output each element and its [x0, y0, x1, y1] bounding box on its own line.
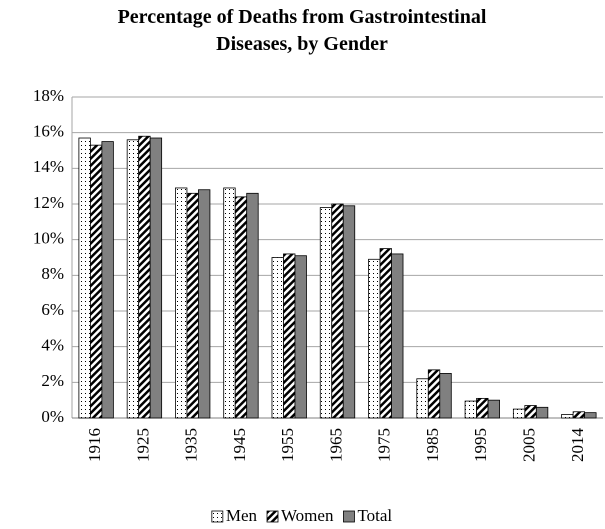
- bar: [524, 405, 537, 419]
- bar: [487, 399, 500, 419]
- x-tick-label: 1935: [182, 428, 201, 462]
- bar: [78, 137, 91, 419]
- bar: [198, 189, 211, 419]
- legend-swatch: [343, 510, 355, 523]
- bar: [149, 137, 163, 419]
- y-tick-label: 4%: [41, 336, 64, 355]
- bar: [572, 411, 586, 419]
- y-tick-label: 16%: [33, 122, 64, 141]
- legend-label: Total: [357, 506, 392, 525]
- x-tick-label: 2005: [519, 428, 538, 462]
- x-tick-label: 1945: [230, 428, 249, 462]
- y-tick-label: 14%: [33, 157, 64, 176]
- y-tick-label: 6%: [41, 300, 64, 319]
- bar: [234, 196, 248, 419]
- bar: [427, 369, 441, 419]
- y-tick-label: 12%: [33, 193, 64, 212]
- bar: [138, 135, 151, 419]
- bar: [246, 192, 259, 419]
- bar: [368, 258, 381, 419]
- bar: [391, 253, 404, 419]
- bar: [101, 141, 114, 419]
- bar: [331, 203, 344, 419]
- bar: [89, 144, 103, 419]
- bar: [535, 406, 549, 419]
- y-tick-label: 2%: [41, 371, 64, 390]
- y-tick-label: 18%: [33, 86, 64, 105]
- x-tick-label: 1916: [85, 428, 104, 462]
- legend-swatch: [211, 510, 224, 523]
- bar: [561, 414, 574, 419]
- bar: [342, 205, 356, 419]
- bar: [126, 139, 140, 419]
- legend-swatch: [266, 510, 279, 523]
- bar: [584, 412, 597, 419]
- bar: [186, 192, 199, 419]
- bar: [319, 207, 333, 419]
- x-tick-label: 1955: [278, 428, 297, 462]
- bar: [439, 373, 452, 419]
- bar: [223, 187, 236, 419]
- x-tick-label: 1985: [423, 428, 442, 462]
- x-tick-label: 2014: [568, 428, 587, 463]
- bar: [379, 248, 392, 419]
- x-tick-label: 1925: [133, 428, 152, 462]
- y-tick-label: 8%: [41, 264, 64, 283]
- bar: [476, 397, 489, 419]
- y-tick-label: 0%: [41, 407, 64, 426]
- bar: [271, 257, 284, 419]
- legend-label: Women: [281, 506, 334, 525]
- bar: [175, 187, 188, 419]
- bar: [464, 400, 477, 419]
- legend-label: Men: [226, 506, 258, 525]
- chart-title: Percentage of Deaths from Gastrointestin…: [117, 6, 487, 55]
- bar: [512, 408, 526, 419]
- bar: [416, 378, 429, 419]
- x-tick-label: 1995: [471, 428, 490, 462]
- x-tick-label: 1965: [326, 428, 345, 462]
- bar: [294, 255, 307, 419]
- x-tick-label: 1975: [375, 428, 394, 462]
- bar: [283, 253, 296, 419]
- y-tick-label: 10%: [33, 229, 64, 248]
